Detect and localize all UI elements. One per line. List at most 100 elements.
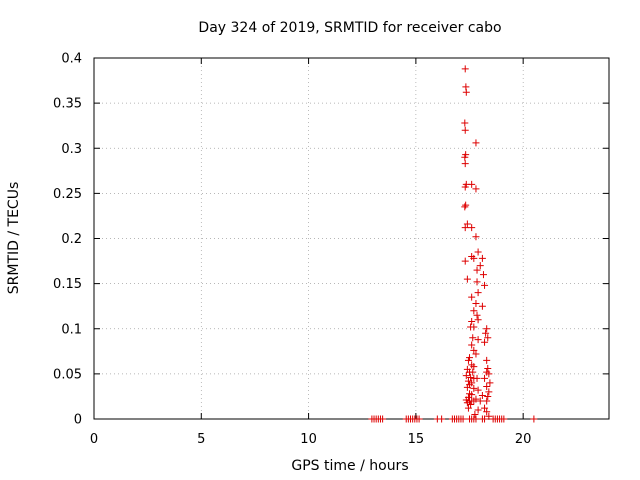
data-point — [479, 271, 487, 279]
y-tick-label: 0.2 — [61, 232, 82, 247]
x-tick-label: 0 — [90, 432, 98, 447]
x-axis-label: GPS time / hours — [291, 458, 408, 474]
data-point — [463, 383, 471, 391]
data-point — [464, 377, 472, 385]
data-point — [462, 201, 470, 209]
data-point — [484, 392, 492, 400]
data-point — [472, 415, 480, 423]
data-point — [481, 404, 489, 412]
data-point — [474, 316, 482, 324]
data-point — [474, 386, 482, 394]
data-point — [478, 392, 486, 400]
data-point — [463, 399, 471, 407]
x-tick-label: 10 — [300, 432, 317, 447]
data-point — [485, 412, 493, 420]
data-point — [483, 325, 491, 333]
x-tick-label: 5 — [197, 432, 205, 447]
data-point — [461, 183, 469, 191]
data-point — [474, 406, 482, 414]
data-point — [467, 373, 475, 381]
data-point — [483, 356, 491, 364]
data-point — [485, 370, 493, 378]
data-point — [461, 153, 469, 161]
data-point — [484, 334, 492, 342]
data-point — [470, 384, 478, 392]
data-point — [481, 374, 489, 382]
y-tick-label: 0.4 — [61, 52, 82, 67]
data-point — [470, 254, 478, 262]
x-tick-label: 15 — [408, 432, 425, 447]
data-point — [469, 368, 477, 376]
data-point — [379, 415, 387, 423]
data-point — [468, 293, 476, 301]
grid-lines — [94, 58, 609, 419]
data-points — [368, 65, 538, 423]
y-tick-label: 0 — [74, 413, 82, 428]
data-point — [483, 397, 491, 405]
y-tick-label: 0.35 — [53, 97, 82, 112]
chart-title: Day 324 of 2019, SRMTID for receiver cab… — [198, 20, 501, 36]
y-tick-label: 0.3 — [61, 142, 82, 157]
data-point — [472, 299, 480, 307]
data-point — [473, 278, 481, 286]
data-point — [470, 363, 478, 371]
data-point — [473, 266, 481, 274]
data-point — [464, 404, 472, 412]
data-point — [485, 388, 493, 396]
data-point — [461, 203, 469, 211]
data-point — [478, 254, 486, 262]
data-point — [472, 350, 480, 358]
data-point — [461, 126, 469, 134]
data-point — [462, 372, 470, 380]
data-point — [472, 139, 480, 147]
data-point — [500, 415, 508, 423]
data-point — [461, 160, 469, 168]
data-point — [470, 323, 478, 331]
data-point — [469, 334, 477, 342]
data-point — [470, 307, 478, 315]
y-axis-label: SRMTID / TECUs — [6, 182, 22, 295]
data-point — [484, 364, 492, 372]
data-point — [530, 415, 538, 423]
data-point — [481, 415, 489, 423]
data-point — [415, 415, 423, 423]
data-point — [472, 233, 480, 241]
y-tick-label: 0.25 — [53, 187, 82, 202]
data-point — [486, 379, 494, 387]
data-point — [481, 338, 489, 346]
data-point — [481, 281, 489, 289]
data-point — [474, 248, 482, 256]
data-point — [468, 180, 476, 188]
data-point — [476, 262, 484, 270]
data-point — [483, 383, 491, 391]
y-tick-label: 0.15 — [53, 277, 82, 292]
data-point — [468, 224, 476, 232]
plot-border — [93, 57, 610, 420]
data-point — [463, 275, 471, 283]
data-point — [438, 415, 446, 423]
data-point — [461, 257, 469, 265]
data-point — [471, 410, 479, 418]
data-point — [467, 401, 475, 409]
data-point — [470, 397, 478, 405]
data-point — [459, 415, 467, 423]
data-point — [463, 220, 471, 228]
data-point — [461, 65, 469, 73]
data-point — [472, 185, 480, 193]
data-point — [474, 336, 482, 344]
data-point — [462, 88, 470, 96]
data-point — [461, 224, 469, 232]
data-point — [470, 346, 478, 354]
data-point — [461, 119, 469, 127]
data-point — [482, 329, 490, 337]
data-point — [478, 302, 486, 310]
x-tick-label: 20 — [515, 432, 532, 447]
data-point — [473, 374, 481, 382]
data-point — [474, 289, 482, 297]
data-point — [468, 341, 476, 349]
data-point — [476, 397, 484, 405]
axis-ticks: 0 0.05 0.1 0.15 0.2 0.25 0.3 0.35 0.4 0 5 10 15 20 — [53, 52, 609, 447]
data-point — [468, 318, 476, 326]
data-point — [473, 311, 481, 319]
